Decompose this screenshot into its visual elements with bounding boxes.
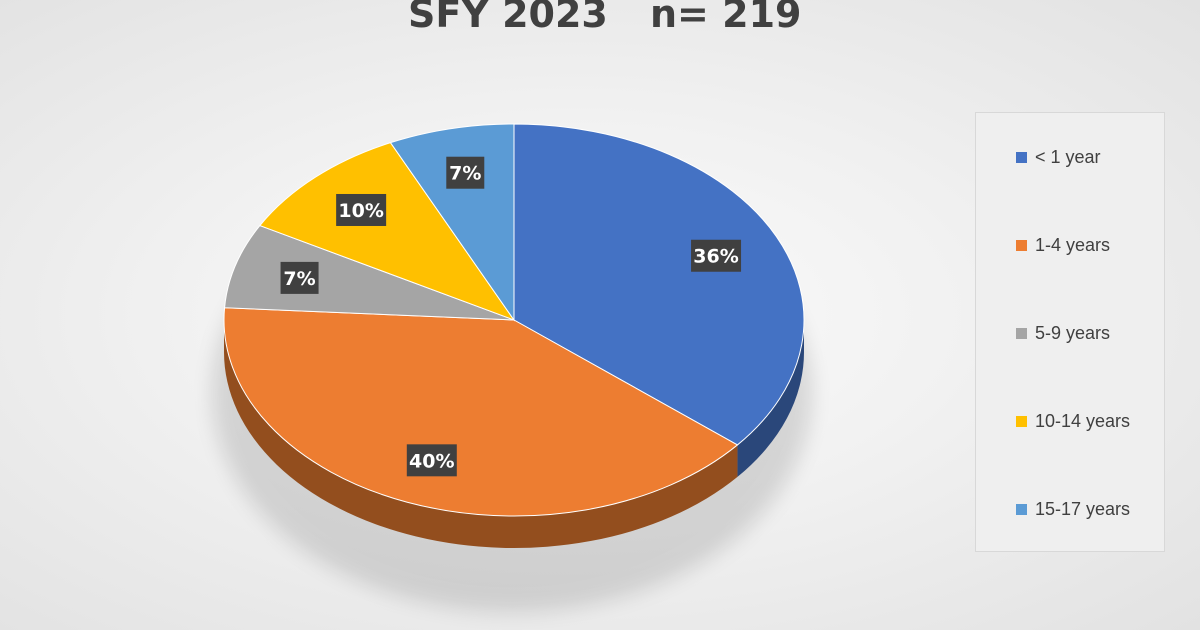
data-label-text: 7%: [283, 268, 315, 290]
legend: < 1 year 1-4 years 5-9 years 10-14 years 15-…: [975, 112, 1165, 552]
data-label-box: [446, 156, 485, 189]
data-label-text: 7%: [449, 163, 481, 185]
legend-swatch: [1016, 415, 1027, 427]
pie-slice-10-14-years: [259, 142, 516, 322]
legend-label: 1-4 years: [1035, 234, 1111, 255]
pie-slices: [223, 123, 805, 517]
legend-swatch: [1016, 151, 1027, 163]
pie-slice-depth-less-than-1-year: [737, 320, 804, 477]
data-label-box: [691, 239, 742, 272]
pie-data-labels: 36% 40% 7% 10% 7%: [280, 156, 742, 477]
data-label-5-9-years: 7%: [280, 261, 319, 294]
data-label-15-17-years: 7%: [446, 156, 485, 189]
legend-swatch: [1016, 503, 1027, 515]
chart-title: SFY 2023: [408, 0, 608, 36]
legend-label: 15-17 years: [1035, 498, 1131, 519]
pie-slice-depth-1-4-years: [223, 320, 738, 548]
pie-slice-1-4-years: [223, 307, 739, 517]
data-label-box: [336, 193, 387, 226]
data-label-text: 36%: [693, 246, 738, 268]
data-label-box: [280, 261, 319, 294]
data-label-text: 40%: [409, 450, 454, 472]
legend-label: < 1 year: [1035, 146, 1101, 167]
chart-title-bar: SFY 2023 n= 219: [0, 0, 1200, 48]
pie-slice-5-9-years: [224, 224, 515, 321]
legend-item-5-9-years: 5-9 years: [1016, 321, 1110, 345]
data-label-1-4-years: 40%: [406, 444, 457, 477]
data-label-box: [406, 444, 457, 477]
legend-item-15-17-years: 15-17 years: [1016, 497, 1130, 521]
legend-swatch: [1016, 327, 1027, 339]
legend-label: 10-14 years: [1035, 410, 1131, 431]
legend-item-1-4-years: 1-4 years: [1016, 233, 1110, 257]
legend-label: 5-9 years: [1035, 322, 1111, 343]
legend-item-10-14-years: 10-14 years: [1016, 409, 1130, 433]
pie-depth: [223, 320, 804, 548]
legend-item-less-than-1-year: < 1 year: [1016, 145, 1101, 169]
legend-swatch: [1016, 239, 1027, 251]
pie-slice-less-than-1-year: [513, 123, 805, 446]
data-label-text: 10%: [338, 200, 383, 222]
data-label-10-14-years: 10%: [336, 193, 387, 226]
chart-subtitle: n= 219: [650, 0, 802, 36]
data-label-less-than-1-year: 36%: [691, 239, 742, 272]
